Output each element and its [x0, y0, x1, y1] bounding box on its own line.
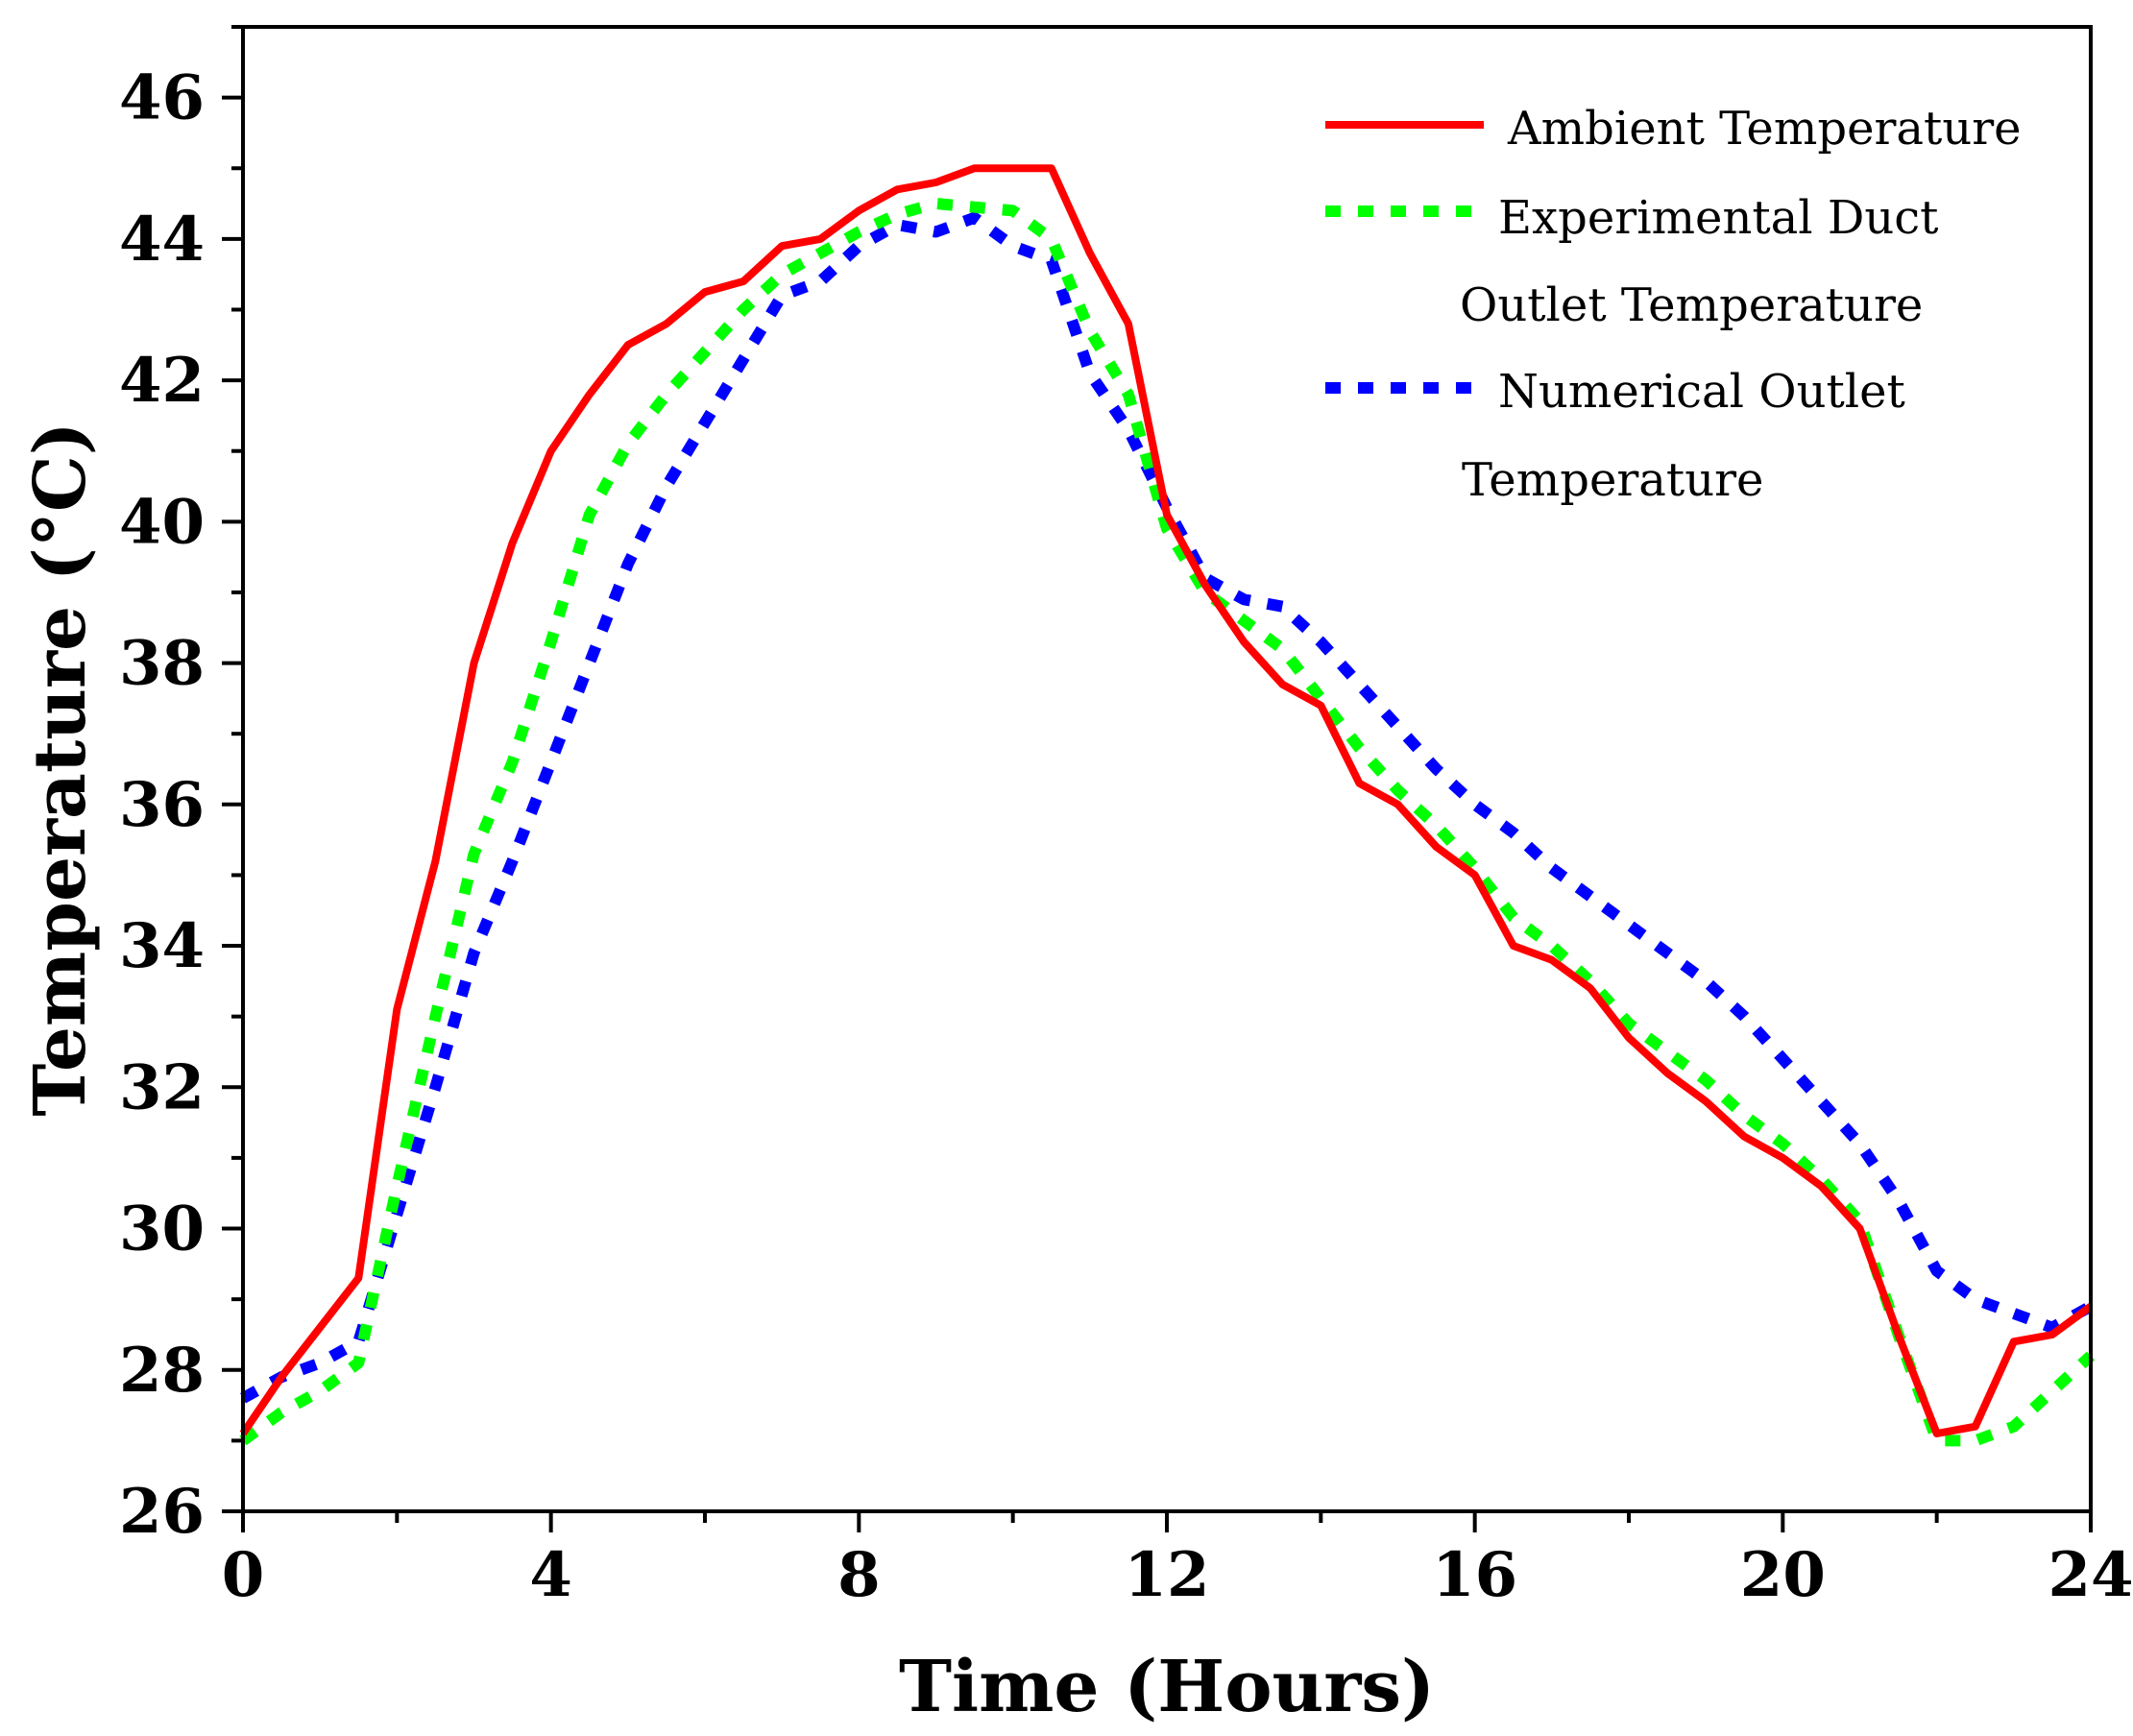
- legend-label-numerical-line2: Temperature: [1462, 453, 1763, 507]
- legend: Ambient Temperature Experimental Duct Ou…: [1325, 102, 2022, 507]
- y-tick-label: 32: [119, 1051, 205, 1123]
- y-tick-label: 30: [119, 1194, 205, 1266]
- plot-frame: [241, 25, 2093, 1513]
- y-tick-label: 26: [119, 1476, 205, 1548]
- x-tick-label: 16: [1432, 1539, 1517, 1611]
- y-axis-title: Temperature (°C): [19, 422, 102, 1116]
- x-tick-label: 4: [529, 1539, 572, 1611]
- legend-label-experimental-line2: Outlet Temperature: [1460, 278, 1923, 332]
- y-tick-label: 46: [119, 62, 205, 134]
- x-tick-label: 12: [1124, 1539, 1209, 1611]
- y-tick-label: 42: [119, 345, 205, 417]
- x-tick-label: 0: [222, 1539, 265, 1611]
- x-axis-title: Time (Hours): [899, 1646, 1435, 1728]
- x-tick-label: 24: [2048, 1539, 2133, 1611]
- y-tick-label: 40: [119, 486, 205, 558]
- y-tick-label: 44: [119, 204, 205, 276]
- legend-label-ambient: Ambient Temperature: [1507, 102, 2022, 156]
- y-tick-label: 28: [119, 1335, 205, 1407]
- y-tick-label: 38: [119, 628, 205, 700]
- legend-label-numerical-line1: Numerical Outlet: [1498, 365, 1905, 419]
- y-tick-label: 36: [119, 769, 205, 841]
- x-tick-label: 8: [837, 1539, 881, 1611]
- series-line-1: [239, 198, 2096, 1447]
- axes-layer: [241, 25, 2093, 1513]
- series-layer: [239, 164, 2096, 1447]
- y-tick-label: 34: [119, 910, 205, 982]
- ticks-layer: 0 4 8 12 16 20 24 26 28 30 32 34 36 38 40 42 44 46: [119, 25, 2133, 1611]
- legend-label-experimental-line1: Experimental Duct: [1498, 191, 1938, 245]
- x-tick-label: 20: [1740, 1539, 1826, 1611]
- series-line-0: [239, 164, 2094, 1437]
